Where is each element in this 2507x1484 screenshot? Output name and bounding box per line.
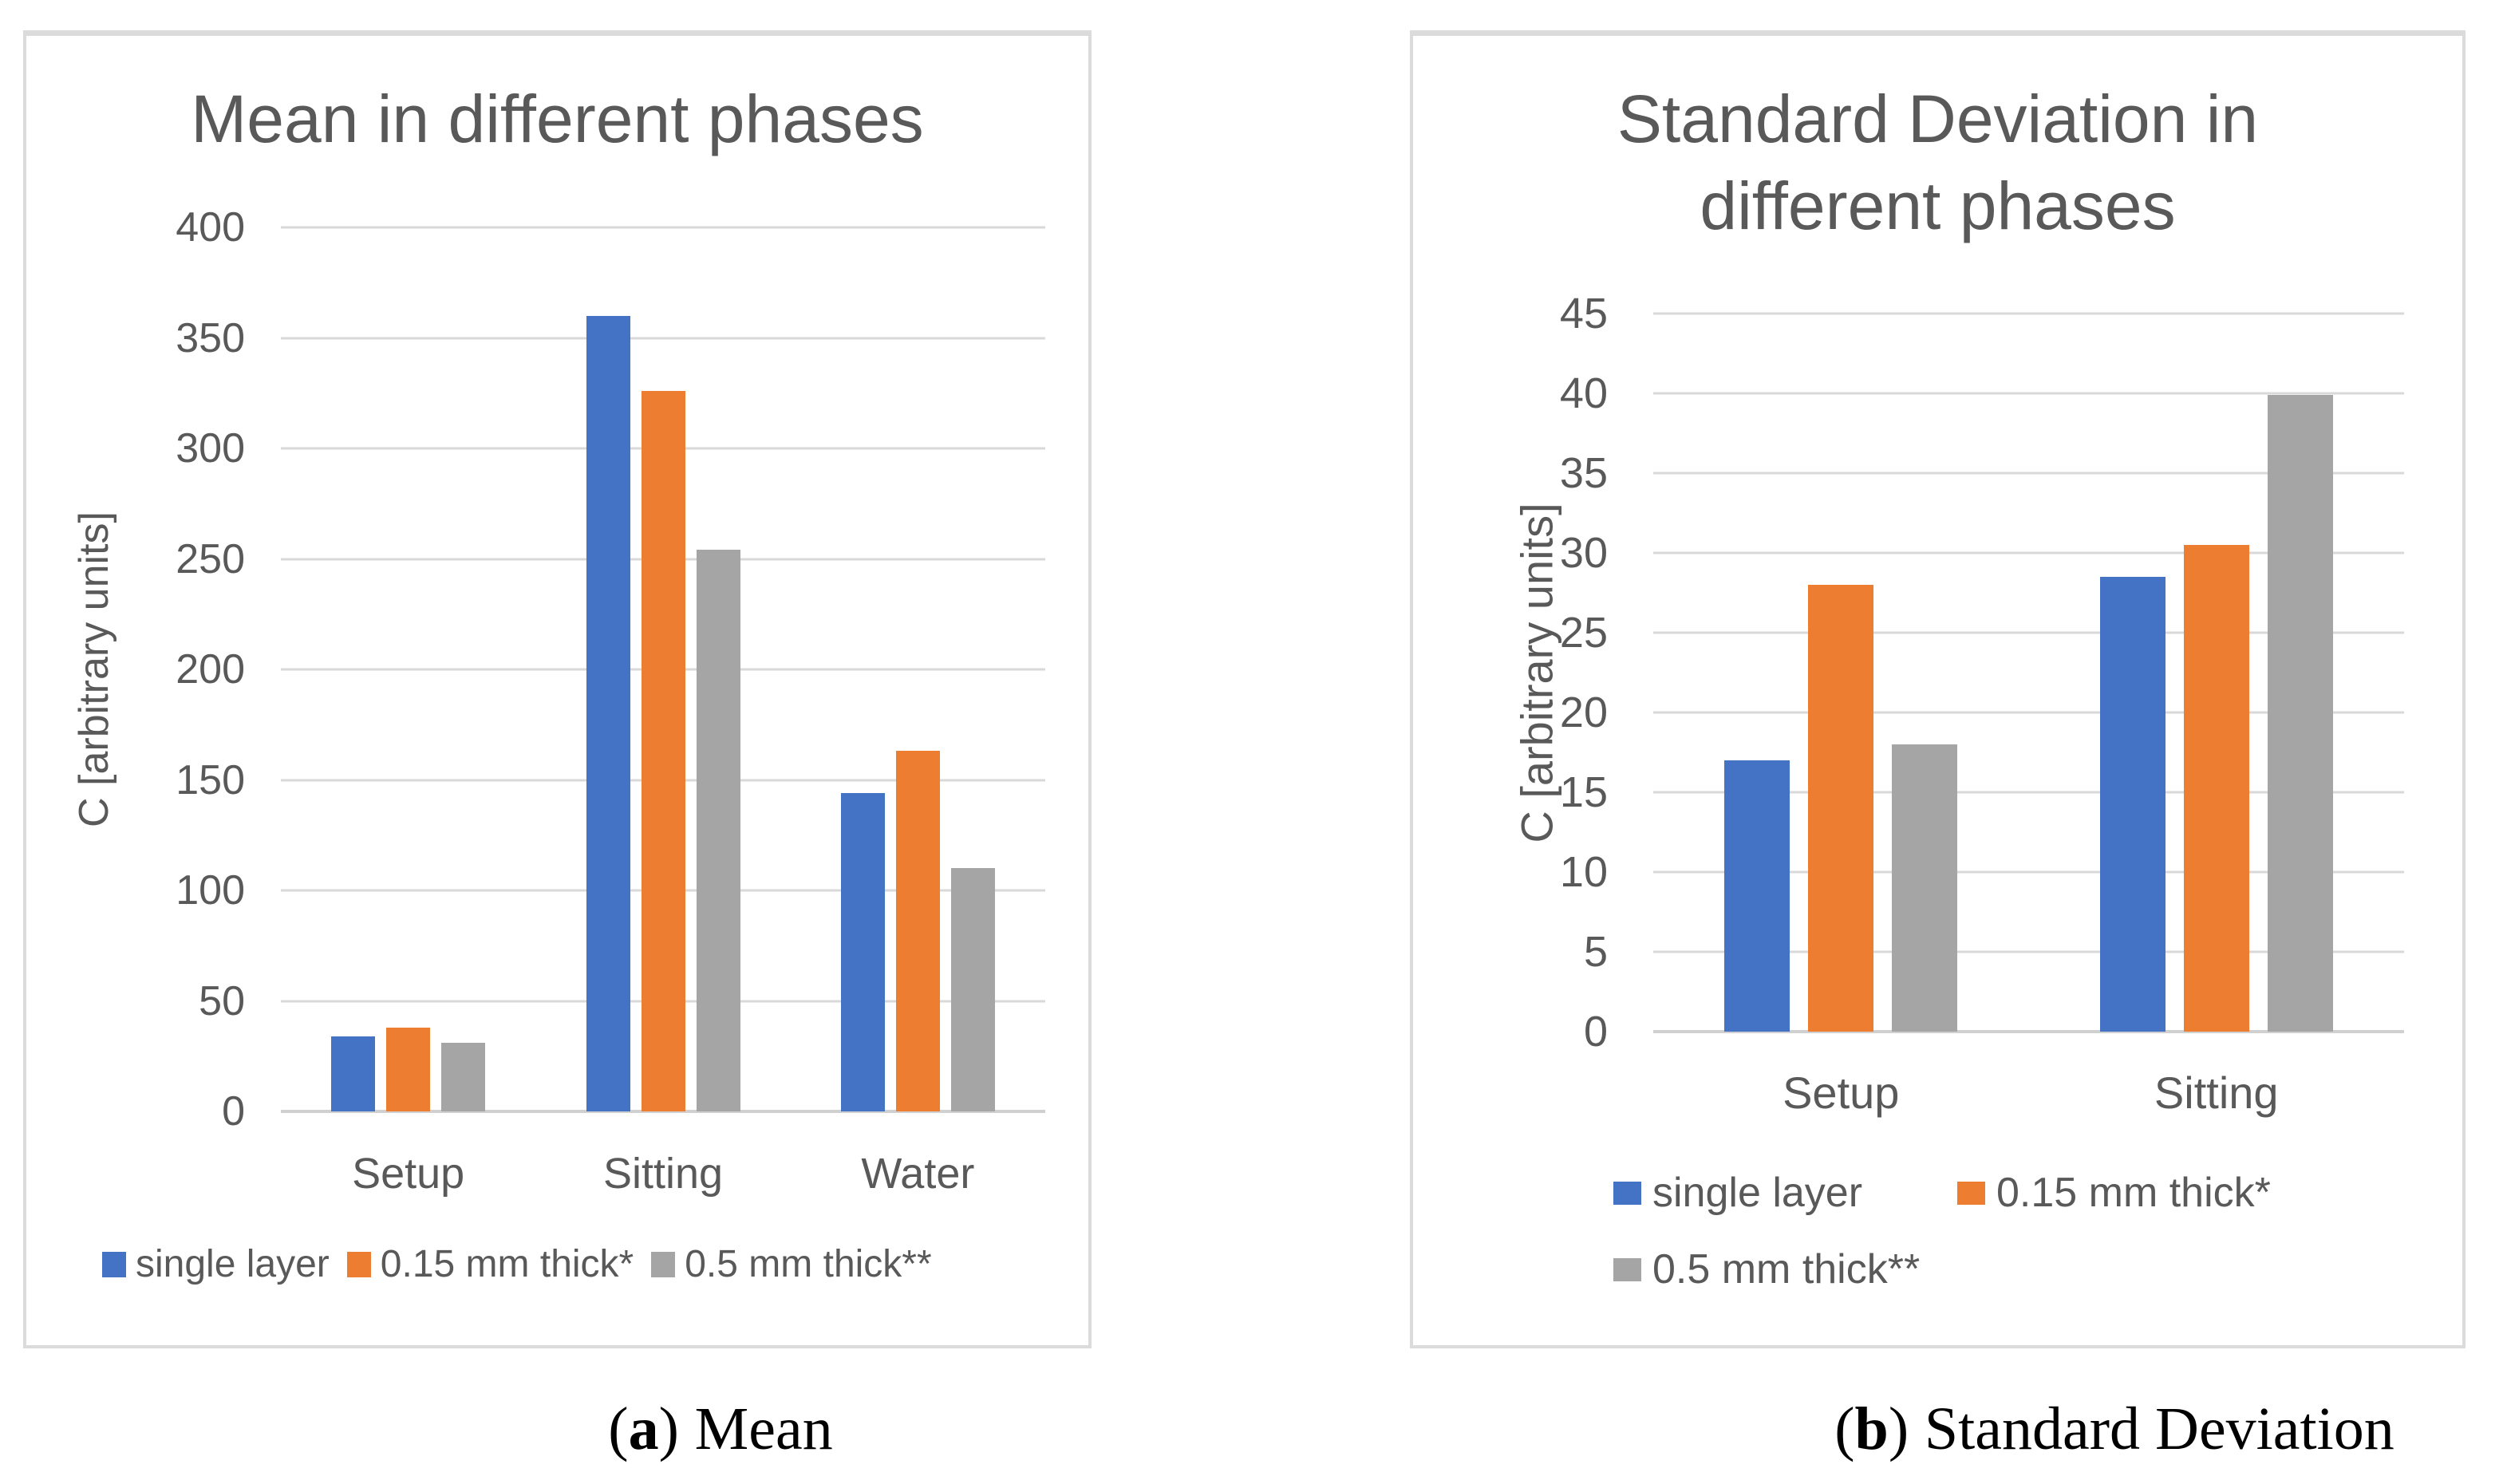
bar-sitting-single-layer xyxy=(2100,577,2165,1032)
gridline xyxy=(1653,791,2404,794)
chart-panel-standard-deviation: Standard Deviation in different phases C… xyxy=(1410,30,2466,1348)
y-tick-label-400: 400 xyxy=(176,204,245,251)
y-tick-label-0: 0 xyxy=(222,1088,245,1135)
y-tick-label-100: 100 xyxy=(176,867,245,914)
x-axis-line xyxy=(281,1110,1045,1113)
legend-item-0-15-mm-thick: 0.15 mm thick* xyxy=(1957,1169,2301,1217)
chart-title-mean: Mean in different phases xyxy=(191,81,924,156)
legend-item-0-5-mm-thick: 0.5 mm thick** xyxy=(1613,1245,1957,1293)
x-category-label-sitting: Sitting xyxy=(2154,1068,2279,1118)
y-tick-label-45: 45 xyxy=(1559,290,1608,337)
y-tick-label-35: 35 xyxy=(1559,449,1608,497)
legend-label-0-5-mm-thick: 0.5 mm thick** xyxy=(685,1243,932,1285)
plot-area xyxy=(281,226,1045,1113)
x-axis-category-labels: Setup Sitting Water xyxy=(281,1149,1045,1205)
caption-a: (a) Mean xyxy=(608,1395,832,1464)
y-tick-label-0: 0 xyxy=(1583,1008,1608,1056)
bar-water-0-5-mm-thick xyxy=(951,868,995,1111)
gridline xyxy=(1653,472,2404,475)
bar-setup-0-5-mm-thick xyxy=(441,1043,485,1111)
chart-legend: single layer 0.15 mm thick* 0.5 mm thick** xyxy=(1613,1169,2301,1293)
caption-paren-close: ) xyxy=(658,1395,679,1462)
y-tick-label-25: 25 xyxy=(1559,609,1608,657)
legend-label-0-5-mm-thick: 0.5 mm thick** xyxy=(1652,1246,1921,1293)
legend-label-0-15-mm-thick: 0.15 mm thick* xyxy=(380,1243,634,1285)
gridline xyxy=(1653,870,2404,874)
y-tick-label-15: 15 xyxy=(1559,768,1608,817)
gridline xyxy=(1653,312,2404,315)
y-tick-label-50: 50 xyxy=(199,977,245,1024)
bar-water-0-15-mm-thick xyxy=(896,751,940,1111)
plot-area xyxy=(1653,312,2404,1033)
bar-water-single-layer xyxy=(841,793,885,1111)
y-tick-label-350: 350 xyxy=(176,314,245,361)
legend-swatch-0-5-mm-thick xyxy=(651,1251,676,1277)
caption-b: (b) Standard Deviation xyxy=(1834,1395,2394,1464)
caption-paren-open: ( xyxy=(608,1395,629,1462)
caption-letter: a xyxy=(628,1395,659,1462)
x-axis-category-labels: Setup Sitting xyxy=(1653,1067,2404,1123)
x-category-label-setup: Setup xyxy=(1783,1068,1900,1118)
bar-sitting-0-5-mm-thick xyxy=(2268,395,2333,1032)
bar-setup-single-layer xyxy=(1724,760,1790,1032)
y-tick-label-150: 150 xyxy=(176,756,245,803)
y-tick-label-300: 300 xyxy=(176,425,245,472)
legend-item-single-layer: single layer xyxy=(1613,1169,1957,1217)
bar-setup-0-15-mm-thick xyxy=(1808,585,1873,1032)
bar-setup-0-15-mm-thick xyxy=(386,1028,430,1111)
bar-sitting-0-5-mm-thick xyxy=(697,550,740,1111)
caption-text: Mean xyxy=(694,1395,833,1462)
y-tick-label-5: 5 xyxy=(1583,928,1608,976)
legend-item-0-15-mm-thick: 0.15 mm thick* xyxy=(346,1242,634,1286)
x-category-label-water: Water xyxy=(861,1150,975,1198)
legend-item-0-5-mm-thick: 0.5 mm thick** xyxy=(651,1242,932,1286)
caption-paren-open: ( xyxy=(1834,1395,1855,1462)
caption-letter: b xyxy=(1854,1395,1889,1462)
gridline xyxy=(281,226,1045,229)
legend-swatch-0-15-mm-thick xyxy=(346,1251,371,1277)
caption-paren-close: ) xyxy=(1888,1395,1909,1462)
x-category-label-setup: Setup xyxy=(352,1150,465,1198)
bar-setup-single-layer xyxy=(331,1036,375,1111)
gridline xyxy=(281,337,1045,339)
y-axis-tick-labels: 0 5 10 15 20 25 30 35 40 45 xyxy=(1413,292,1608,1053)
gridline xyxy=(1653,392,2404,395)
y-tick-label-250: 250 xyxy=(176,535,245,582)
caption-text: Standard Deviation xyxy=(1924,1395,2394,1462)
bar-sitting-0-15-mm-thick xyxy=(2184,545,2249,1032)
gridline xyxy=(1653,950,2404,953)
y-tick-label-10: 10 xyxy=(1559,848,1608,896)
legend-swatch-single-layer xyxy=(1613,1181,1641,1205)
y-tick-label-200: 200 xyxy=(176,646,245,693)
legend-item-single-layer: single layer xyxy=(102,1242,330,1286)
gridline xyxy=(1653,551,2404,555)
chart-title-standard-deviation: Standard Deviation in different phases xyxy=(1617,81,2259,244)
chart-panel-mean: Mean in different phases C [arbitrary un… xyxy=(23,30,1092,1348)
y-axis-tick-labels: 0 50 100 150 200 250 300 350 400 xyxy=(26,207,245,1132)
x-axis-line xyxy=(1653,1030,2404,1033)
gridline xyxy=(1653,631,2404,634)
legend-swatch-0-15-mm-thick xyxy=(1957,1181,1985,1205)
bar-sitting-0-15-mm-thick xyxy=(642,391,685,1111)
legend-swatch-0-5-mm-thick xyxy=(1613,1257,1641,1281)
y-tick-label-20: 20 xyxy=(1559,689,1608,736)
bar-setup-0-5-mm-thick xyxy=(1892,744,1957,1032)
chart-legend: single layer 0.15 mm thick* 0.5 mm thick** xyxy=(102,1242,1072,1286)
y-tick-label-30: 30 xyxy=(1559,529,1608,578)
x-category-label-sitting: Sitting xyxy=(602,1150,724,1198)
y-tick-label-40: 40 xyxy=(1559,369,1608,417)
legend-label-single-layer: single layer xyxy=(136,1243,330,1285)
gridline xyxy=(1653,711,2404,714)
legend-swatch-single-layer xyxy=(102,1251,126,1277)
bar-sitting-single-layer xyxy=(586,316,630,1111)
legend-label-single-layer: single layer xyxy=(1652,1170,1863,1216)
legend-label-0-15-mm-thick: 0.15 mm thick* xyxy=(1996,1170,2271,1216)
